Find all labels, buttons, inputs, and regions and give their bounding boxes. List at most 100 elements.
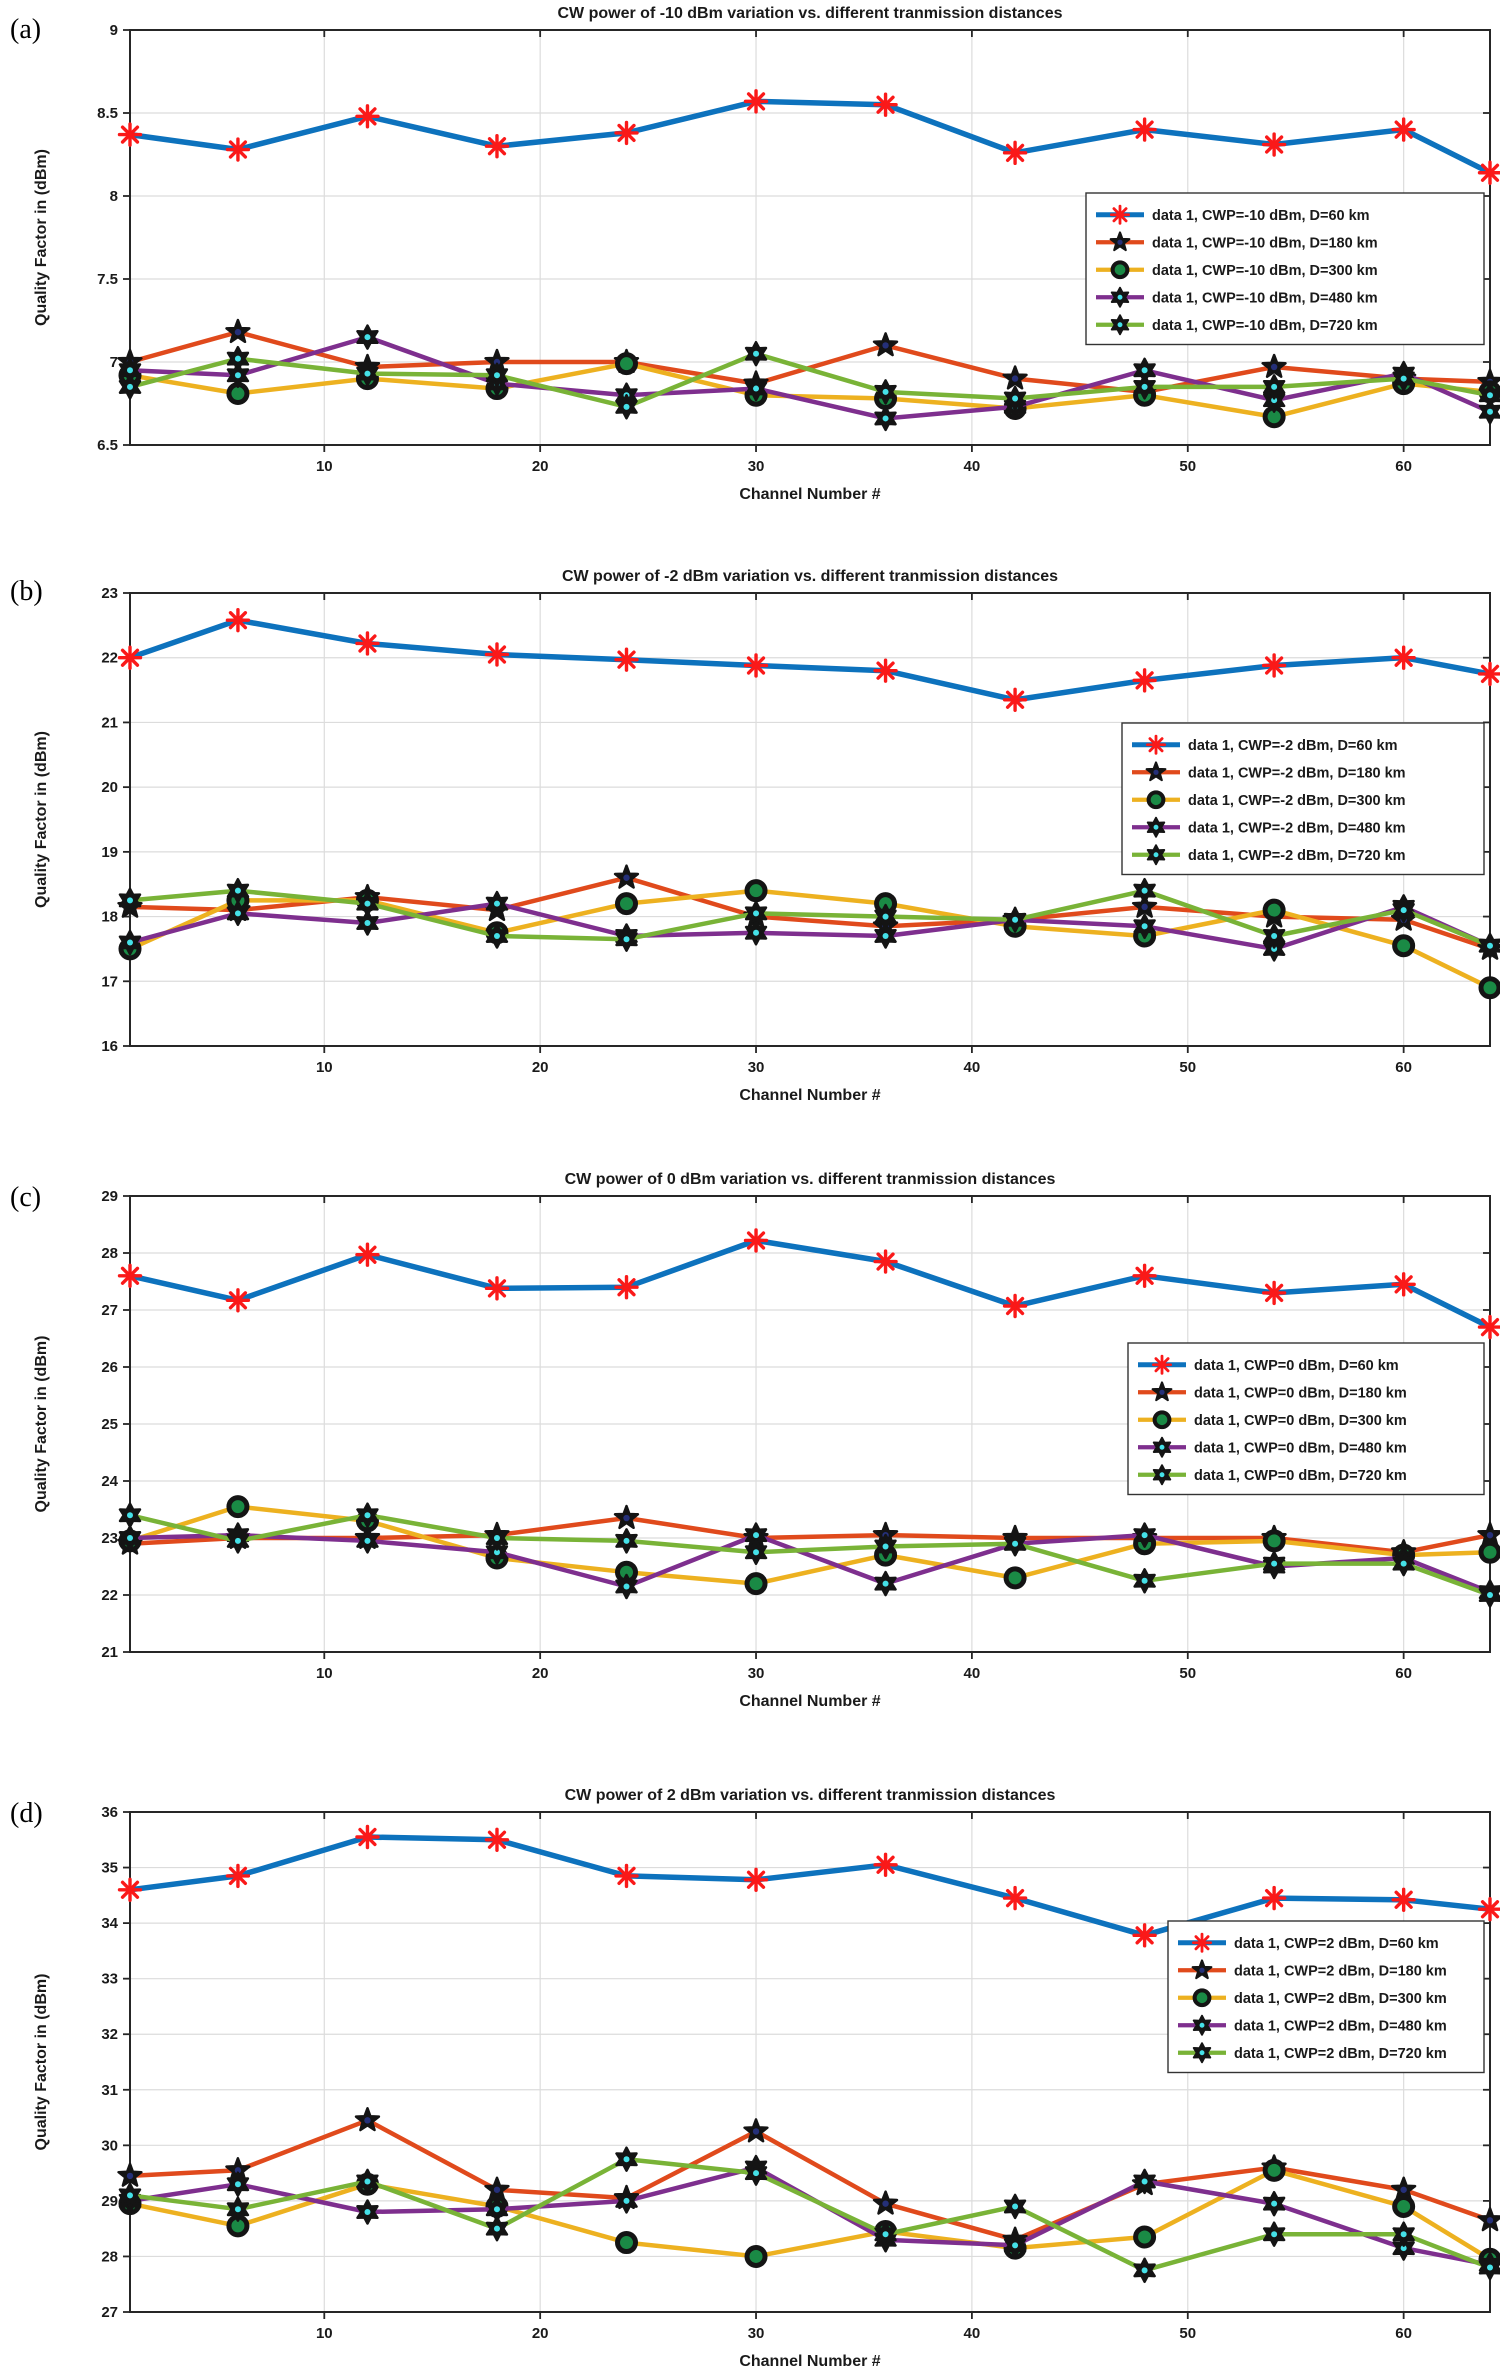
marker-asterisk-icon [225,1863,251,1889]
y-tick-label: 31 [101,2082,118,2099]
legend-item: data 1, CWP=-2 dBm, D=300 km [1132,790,1406,810]
series-data-1-cwp-0-dbm-d-720-km [118,1502,1500,1608]
marker-hexagram-icon [1003,385,1027,412]
marker-hexagram-icon [874,903,897,930]
marker-pentagram-icon [354,2107,381,2132]
series-data-1-cwp-0-dbm-d-300-km [118,1495,1500,1596]
legend-item: data 1, CWP=-2 dBm, D=720 km [1132,844,1406,866]
marker-asterisk-icon [1391,1887,1416,1912]
legend-label: data 1, CWP=2 dBm, D=480 km [1234,2018,1447,2034]
marker-circle-icon [1262,2158,1286,2182]
marker-asterisk-icon [1002,140,1028,166]
panel-letter: (d) [10,1798,43,1829]
x-tick-label: 50 [1179,1665,1196,1682]
y-tick-label: 24 [101,1473,118,1490]
x-tick-label: 60 [1395,2325,1412,2342]
marker-asterisk-icon [614,647,639,672]
marker-hexagram-icon [226,2196,250,2222]
x-tick-label: 20 [532,2325,549,2342]
marker-asterisk-icon [355,1242,380,1267]
y-tick-label: 8 [110,188,118,205]
marker-circle-icon [1478,1540,1500,1564]
marker-asterisk-icon [117,122,143,147]
marker-hexagram-icon [744,1539,768,1566]
marker-hexagram-icon [1392,2221,1415,2247]
y-axis-label: Quality Factor in (dBm) [33,731,50,908]
marker-hexagram-icon [485,890,509,917]
marker-hexagram-icon [226,345,250,372]
marker-pentagram-icon [1145,761,1167,782]
y-tick-label: 28 [101,2248,118,2265]
marker-hexagram-icon [356,360,379,387]
legend: data 1, CWP=-2 dBm, D=60 km data 1, CWP=-… [1121,722,1485,876]
x-tick-label: 50 [1179,2325,1196,2342]
series-data-1-cwp-2-dbm-d-720-km [118,2146,1500,2284]
marker-hexagram-icon [1133,1568,1156,1594]
y-tick-label: 35 [101,1860,118,1877]
marker-hexagram-icon [744,2160,768,2186]
legend-item: data 1, CWP=-2 dBm, D=60 km [1132,734,1398,755]
marker-circle-icon [1152,1410,1172,1430]
marker-asterisk-icon [1391,645,1416,670]
marker-hexagram-icon [1392,2235,1415,2261]
marker-hexagram-icon [1478,2254,1500,2281]
legend-item: data 1, CWP=-10 dBm, D=300 km [1096,260,1378,280]
marker-hexagram-icon [1392,365,1415,392]
marker-asterisk-icon [484,1827,510,1852]
marker-circle-icon [1262,1529,1286,1553]
legend-label: data 1, CWP=-2 dBm, D=60 km [1188,738,1398,754]
marker-asterisk-icon [1261,132,1287,157]
marker-hexagram-icon [615,926,638,952]
marker-pentagram-icon [613,864,640,889]
marker-hexagram-icon [1146,816,1166,838]
marker-hexagram-icon [1262,923,1286,949]
y-tick-label: 23 [101,1530,118,1547]
marker-hexagram-icon [485,923,509,949]
marker-hexagram-icon [118,887,142,914]
series-data-1-cwp-2-dbm-d-60-km [117,607,1500,712]
legend-label: data 1, CWP=-10 dBm, D=480 km [1152,290,1378,306]
marker-hexagram-icon [226,1528,250,1554]
marker-hexagram-icon [744,340,768,367]
marker-circle-icon [1392,934,1416,958]
marker-hexagram-icon [615,2146,638,2172]
y-tick-label: 29 [101,2193,118,2210]
y-tick-label: 20 [101,779,118,796]
marker-circle-icon [226,1495,250,1519]
legend-label: data 1, CWP=-2 dBm, D=720 km [1188,848,1406,864]
panel-c: 21 22 23 24 25 26 27 28 29 10 20 30 40 50 60 CW power o… [10,1171,1500,1710]
x-tick-label: 30 [748,1059,765,1076]
legend-label: data 1, CWP=-10 dBm, D=180 km [1152,235,1378,251]
series-data-1-cwp-0-dbm-d-60-km [117,1228,1500,1340]
marker-pentagram-icon [1261,353,1287,378]
marker-pentagram-icon [872,332,899,357]
x-tick-label: 60 [1395,458,1412,475]
x-tick-label: 30 [748,1665,765,1682]
marker-hexagram-icon [1133,2257,1156,2284]
legend-label: data 1, CWP=0 dBm, D=720 km [1194,1468,1407,1484]
marker-hexagram-icon [1262,2221,1286,2247]
marker-asterisk-icon [1132,1923,1157,1948]
marker-circle-icon [744,2244,768,2268]
marker-hexagram-icon [615,394,638,420]
marker-asterisk-icon [1191,1932,1213,1953]
x-tick-label: 40 [964,1665,981,1682]
marker-asterisk-icon [1477,1314,1500,1340]
marker-pentagram-icon [1131,893,1158,918]
marker-hexagram-icon [1478,399,1500,425]
marker-asterisk-icon [225,607,251,633]
y-tick-label: 28 [101,1245,118,1262]
legend-label: data 1, CWP=2 dBm, D=180 km [1234,1963,1447,1979]
y-tick-label: 21 [101,1644,118,1661]
marker-asterisk-icon [743,1867,769,1892]
y-tick-label: 16 [101,1038,118,1055]
series-data-1-cwp-10-dbm-d-300-km [118,352,1500,429]
marker-hexagram-icon [485,2215,509,2242]
y-tick-label: 21 [101,714,118,731]
marker-hexagram-icon [1110,286,1130,308]
marker-circle-icon [744,879,768,903]
marker-asterisk-icon [743,89,769,114]
marker-asterisk-icon [873,1852,898,1877]
marker-pentagram-icon [1191,1959,1213,1980]
